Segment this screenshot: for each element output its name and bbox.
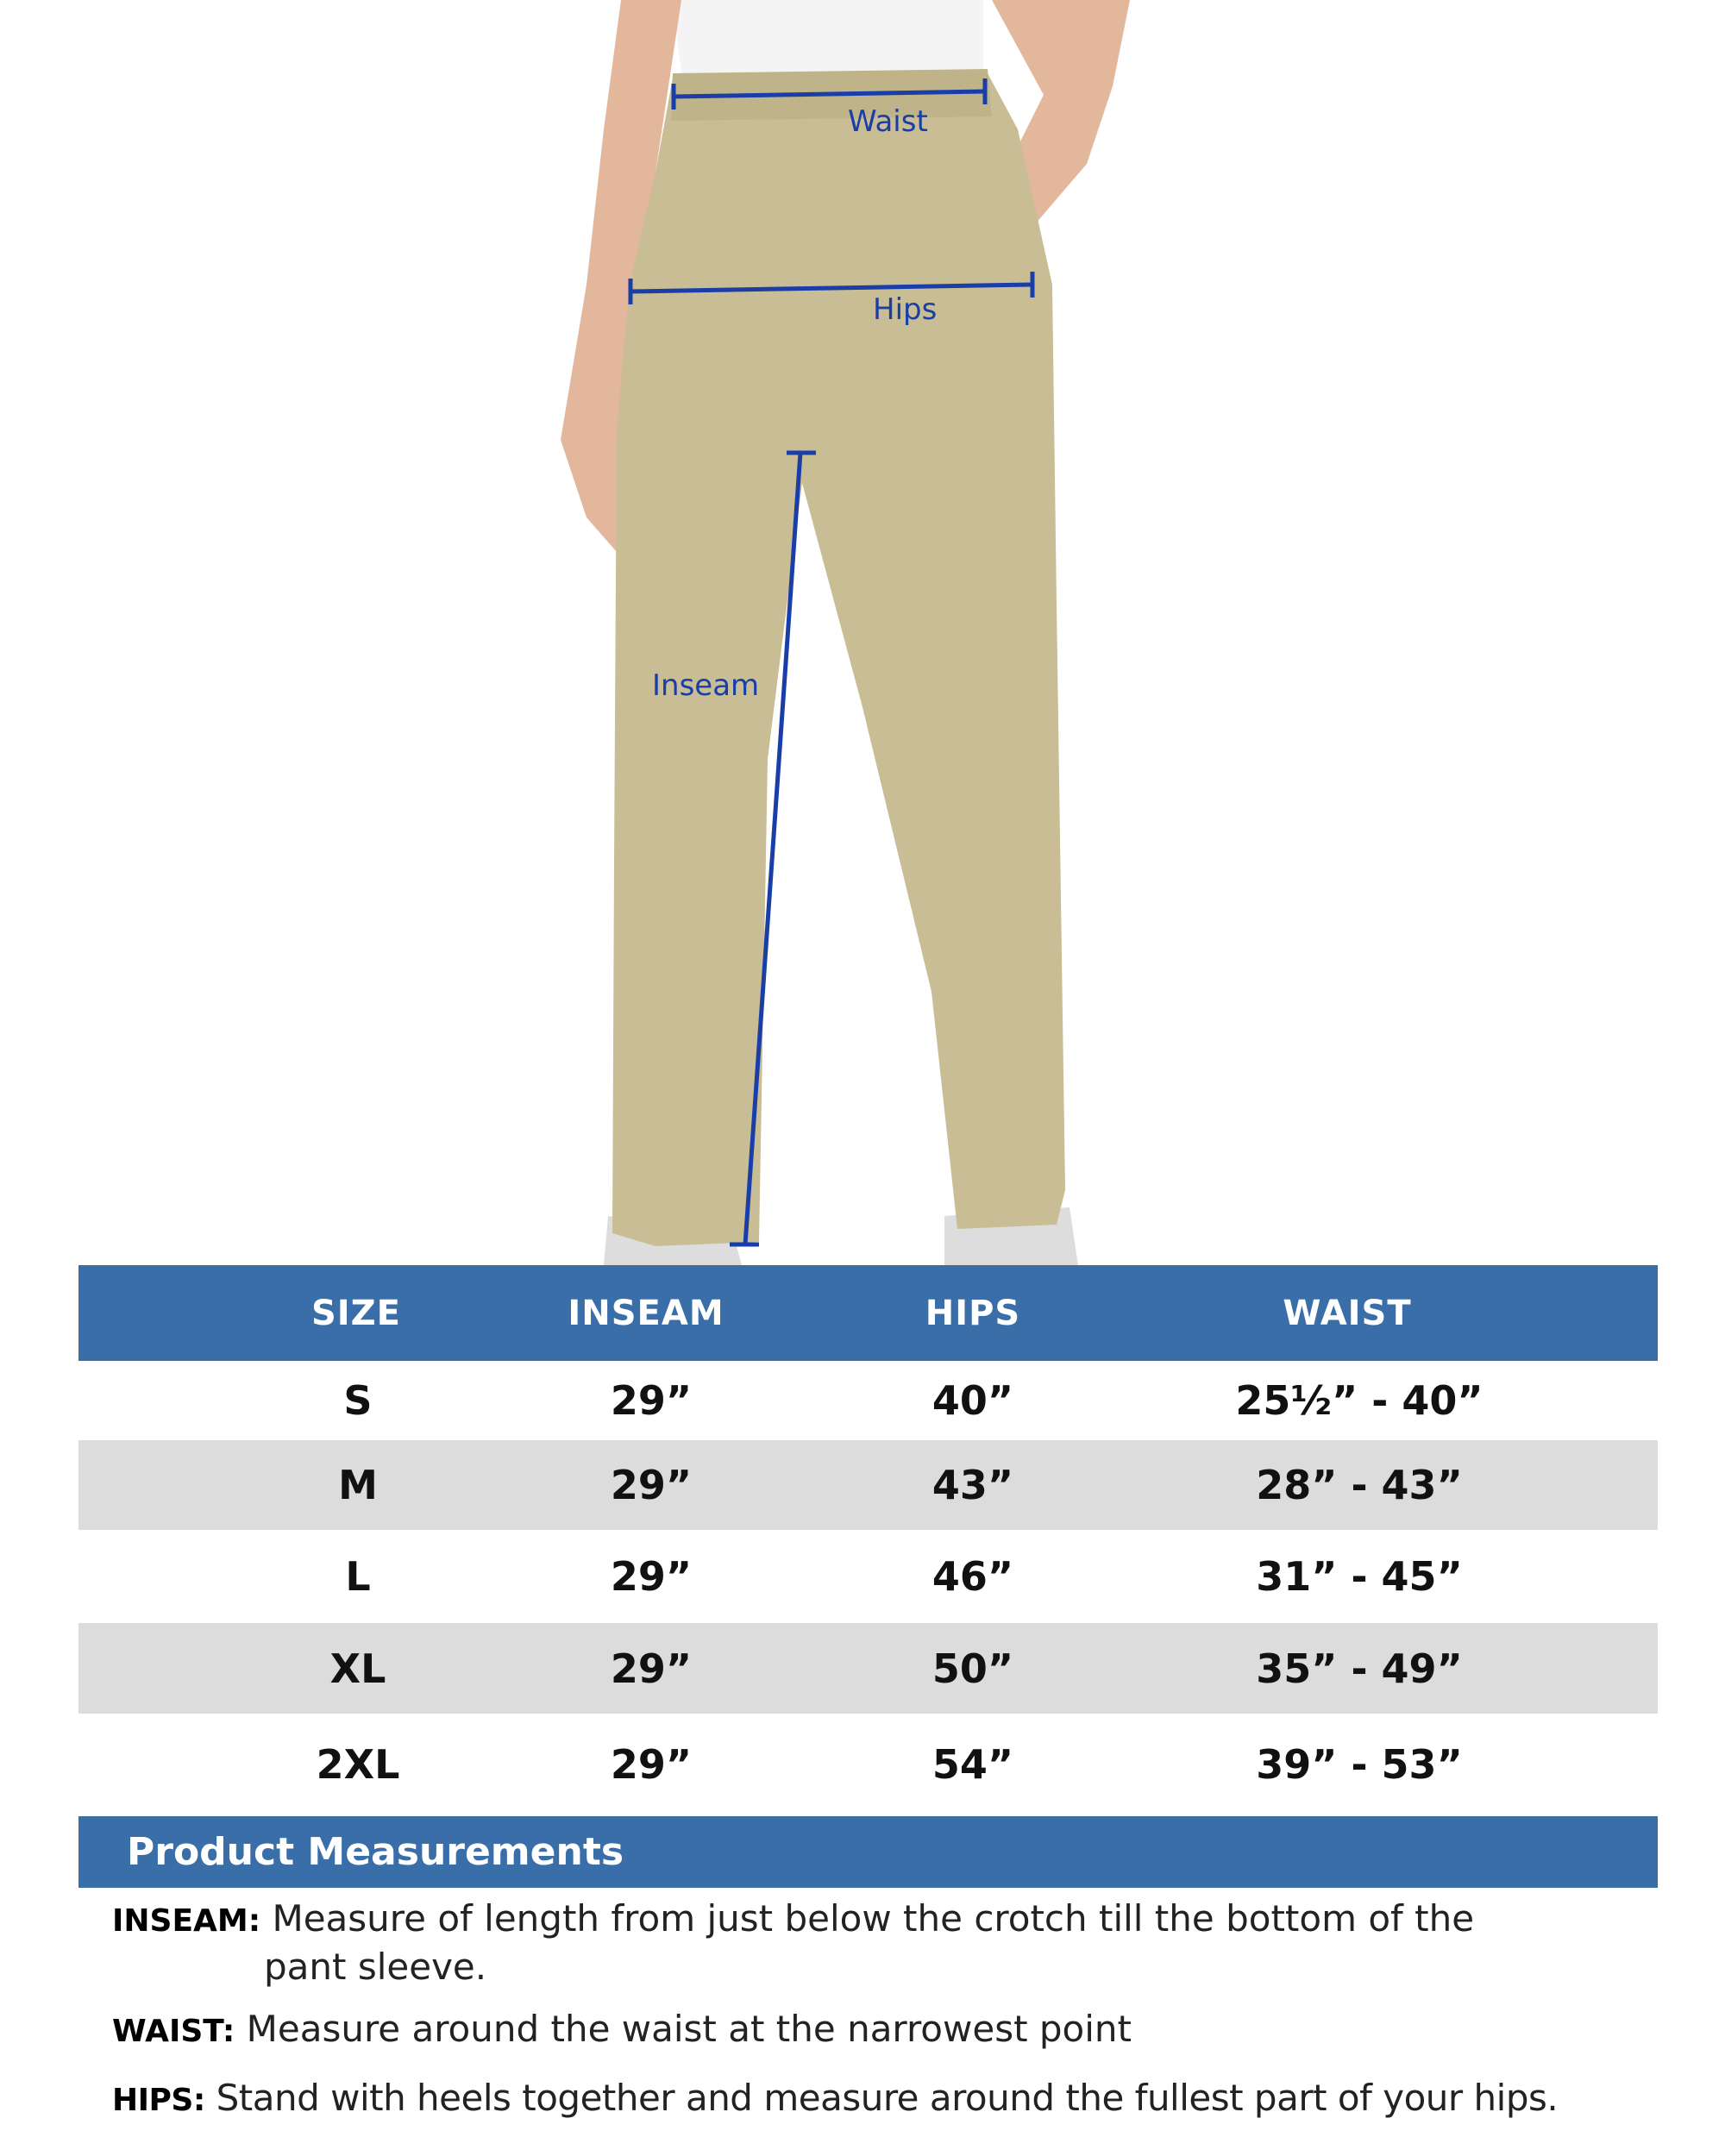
table-row: L 29” 46” 31” - 45”: [78, 1530, 1658, 1623]
inseam-line: [743, 452, 803, 1245]
size-cell: XL: [329, 1645, 386, 1692]
waist-text: Measure around the waist at the narrowes…: [246, 2008, 1132, 2050]
waist-cell: 39” - 53”: [1256, 1740, 1463, 1788]
size-cell: S: [343, 1377, 373, 1424]
header-inseam: INSEAM: [568, 1293, 724, 1333]
size-cell: M: [338, 1462, 378, 1508]
hips-text: Stand with heels together and measure ar…: [216, 2077, 1559, 2119]
hips-cell: 46”: [932, 1553, 1014, 1600]
hips-cell: 54”: [932, 1740, 1014, 1788]
inseam-cell: 29”: [610, 1377, 693, 1424]
product-measurements-banner: Product Measurements: [78, 1816, 1658, 1888]
waist-line: [673, 89, 986, 99]
hips-term: HIPS:: [112, 2083, 205, 2118]
inseam-term: INSEAM:: [112, 1903, 261, 1939]
inseam-cell: 29”: [610, 1462, 693, 1508]
hips-cell: 43”: [932, 1462, 1014, 1508]
waist-cell: 31” - 45”: [1256, 1553, 1463, 1600]
table-row: XL 29” 50” 35” - 49”: [78, 1623, 1658, 1714]
waist-cell: 25½” - 40”: [1235, 1377, 1484, 1424]
waist-cell: 35” - 49”: [1256, 1645, 1463, 1692]
inseam-cell: 29”: [610, 1553, 693, 1600]
product-photo: Waist Hips Inseam: [561, 0, 1130, 1265]
shirt: [673, 0, 983, 73]
inseam-cell: 29”: [610, 1645, 693, 1692]
hips-cell: 40”: [932, 1377, 1014, 1424]
inseam-text: Measure of length from just below the cr…: [272, 1897, 1475, 1940]
table-row: M 29” 43” 28” - 43”: [78, 1440, 1658, 1530]
inseam-cell: 29”: [610, 1740, 693, 1788]
waist-label: Waist: [848, 104, 928, 139]
product-measurements-title: Product Measurements: [127, 1830, 624, 1874]
waist-cell: 28” - 43”: [1256, 1462, 1463, 1508]
inseam-label: Inseam: [652, 668, 759, 703]
inseam-description: INSEAM: Measure of length from just belo…: [112, 1897, 1474, 1940]
size-cell: L: [345, 1553, 371, 1600]
size-cell: 2XL: [316, 1740, 400, 1788]
hips-cell: 50”: [932, 1645, 1014, 1692]
waist-description: WAIST: Measure around the waist at the n…: [112, 2008, 1132, 2050]
hips-line: [630, 282, 1033, 294]
size-table-header: SIZE INSEAM HIPS WAIST: [78, 1265, 1658, 1361]
table-row: S 29” 40” 25½” - 40”: [78, 1361, 1658, 1440]
inseam-description-cont: pant sleeve.: [264, 1946, 486, 1988]
table-row: 2XL 29” 54” 39” - 53”: [78, 1714, 1658, 1814]
header-waist: WAIST: [1283, 1293, 1412, 1333]
left-arm: [561, 0, 681, 552]
hips-description: HIPS: Stand with heels together and meas…: [112, 2077, 1559, 2119]
header-size: SIZE: [310, 1293, 402, 1333]
hips-label: Hips: [873, 292, 937, 327]
inseam-text-cont: pant sleeve.: [264, 1946, 487, 1988]
header-hips: HIPS: [925, 1293, 1021, 1333]
pants: [612, 73, 1065, 1246]
waist-term: WAIST:: [112, 2014, 235, 2049]
